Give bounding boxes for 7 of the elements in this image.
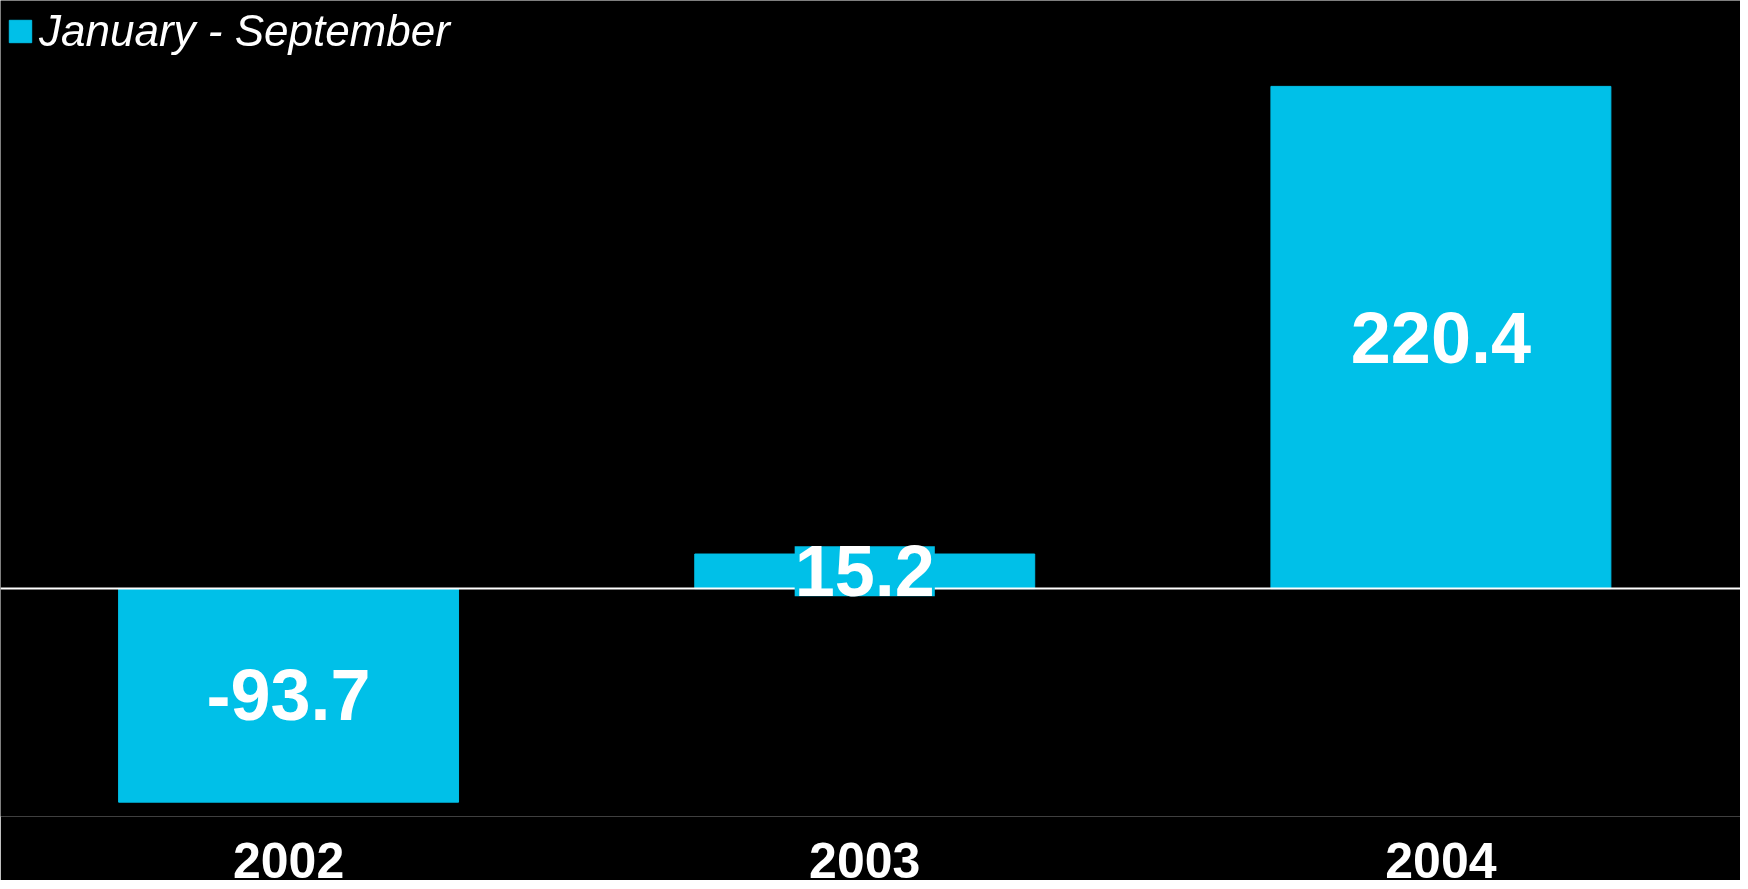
data-label: 220.4 — [1350, 297, 1531, 378]
x-tick-label: 2004 — [1385, 832, 1497, 889]
x-tick-label: 2002 — [232, 832, 345, 889]
data-label: -93.7 — [206, 655, 371, 736]
legend-label: January - September — [39, 6, 450, 56]
x-tick-label: 2003 — [809, 832, 921, 889]
data-label: 15.2 — [794, 531, 935, 612]
